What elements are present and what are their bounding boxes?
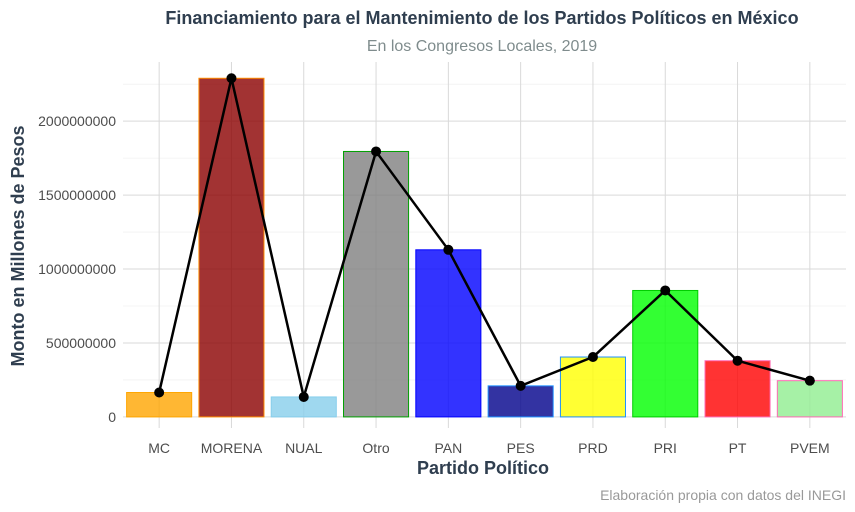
- bar-pt: [704, 360, 771, 418]
- x-tick-label: PRD: [578, 440, 608, 456]
- bar-pes: [487, 385, 554, 418]
- data-point-mc: [154, 387, 165, 398]
- data-point-otro: [371, 146, 382, 157]
- x-tick-label: PES: [507, 440, 535, 456]
- x-tick-label: PT: [729, 440, 747, 456]
- x-tick-label: NUAL: [285, 440, 323, 456]
- data-point-nual: [298, 391, 309, 402]
- data-point-morena: [226, 73, 237, 84]
- data-point-pvem: [804, 375, 815, 386]
- x-axis-title: Partido Político: [417, 458, 549, 478]
- x-tick-label: PVEM: [790, 440, 830, 456]
- points: [154, 73, 815, 402]
- x-axis-ticks: MC MORENA NUAL Otro PAN PES PRD PRI PT PVEM: [148, 440, 829, 456]
- y-tick-label: 1500000000: [38, 187, 116, 203]
- data-point-prd: [587, 352, 598, 363]
- x-tick-label: MC: [148, 440, 170, 456]
- chart-title: Financiamiento para el Mantenimiento de …: [165, 8, 798, 28]
- bar-otro: [343, 150, 410, 418]
- x-tick-label: PAN: [434, 440, 462, 456]
- bar-pri: [632, 289, 699, 418]
- y-axis-ticks: 0 500000000 1000000000 1500000000 2000000000: [38, 113, 116, 425]
- x-tick-label: PRI: [654, 440, 677, 456]
- bars: [126, 77, 843, 418]
- trend-line-layer: [157, 77, 811, 399]
- chart-caption: Elaboración propia con datos del INEGI: [600, 487, 846, 503]
- bar-pvem: [776, 380, 843, 418]
- y-tick-label: 2000000000: [38, 113, 116, 129]
- bar-morena: [198, 77, 265, 418]
- bar-pan: [415, 249, 482, 418]
- trend-line: [157, 77, 811, 399]
- data-point-pan: [443, 244, 454, 255]
- data-point-pes: [515, 380, 526, 391]
- data-point-pri: [660, 285, 671, 296]
- data-point-pt: [732, 355, 743, 366]
- x-tick-label: Otro: [362, 440, 389, 456]
- y-tick-label: 0: [108, 409, 116, 425]
- chart-subtitle: En los Congresos Locales, 2019: [367, 38, 597, 55]
- y-tick-label: 500000000: [46, 335, 116, 351]
- y-tick-label: 1000000000: [38, 261, 116, 277]
- y-axis-title: Monto en Millones de Pesos: [8, 125, 28, 366]
- x-tick-label: MORENA: [201, 440, 263, 456]
